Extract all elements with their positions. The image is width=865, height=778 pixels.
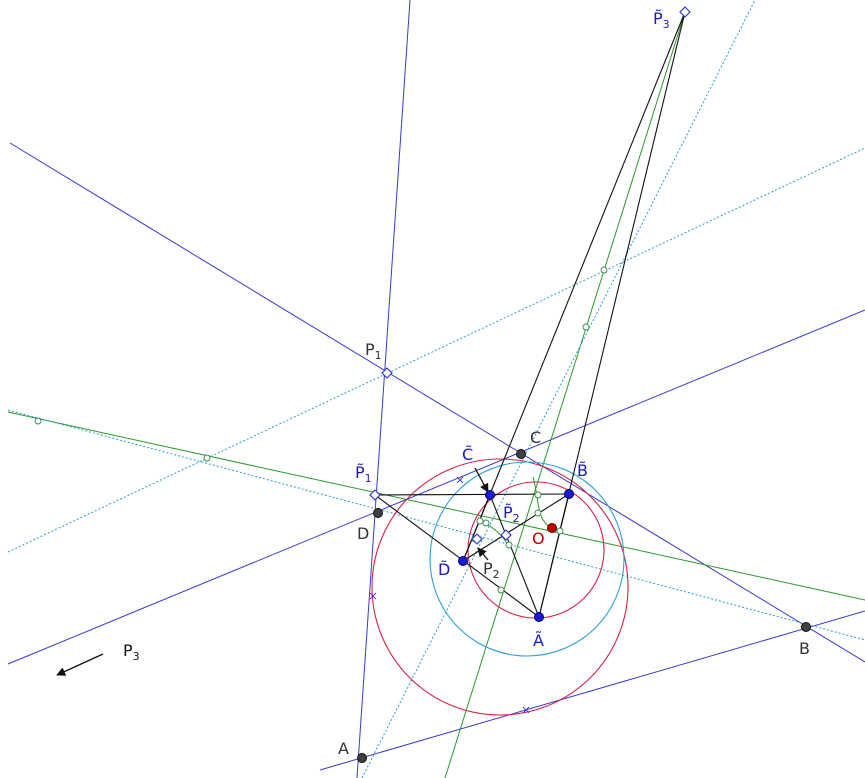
label-Pt2: P̃2 (503, 503, 520, 525)
marker-circle (556, 527, 564, 535)
cyan-circle (429, 461, 625, 657)
label-At: Ã (533, 631, 544, 650)
marker-circle (476, 517, 484, 525)
label-Pt2-letter: P̃ (503, 503, 513, 522)
marker-circle (600, 266, 608, 274)
label-Pt1: P̃1 (355, 463, 372, 485)
label-P3-letter: P (123, 641, 133, 660)
line-CB (9, 142, 865, 663)
label-Pt3-letter: P̃ (653, 9, 663, 28)
label-D: D (357, 524, 369, 543)
edge-Ct-Dt (462, 494, 491, 562)
point-C (516, 449, 526, 459)
edge-Bt-At (538, 493, 570, 618)
point-A (357, 753, 367, 763)
point-D (373, 508, 383, 518)
red-circle-small (467, 481, 605, 619)
point-P1 (381, 367, 393, 379)
edge-Ct-At (489, 494, 540, 618)
label-O: O (532, 529, 545, 548)
arrows (56, 467, 489, 676)
point-Pt3 (679, 6, 691, 18)
arrow-to-Ct (474, 467, 489, 493)
point-B (801, 622, 811, 632)
marker-circle (203, 454, 211, 462)
marker-circle (34, 417, 42, 425)
marker-circle (497, 586, 505, 594)
label-P1-letter: P (365, 340, 375, 359)
label-B: B (799, 639, 810, 658)
label-Dt: D̃ (438, 560, 450, 579)
label-Pt3-sub: 3 (663, 18, 670, 31)
green-line-1 (7, 411, 865, 601)
point-O (547, 523, 557, 533)
point-Dt (458, 556, 468, 566)
marker-circle (582, 323, 590, 331)
dotted-line-1 (7, 147, 865, 553)
green-lines (7, 11, 865, 778)
label-A: A (338, 739, 349, 758)
label-C: C (530, 428, 541, 447)
line-DC (7, 309, 865, 665)
marker-circle (534, 509, 542, 517)
cross-marker (369, 476, 530, 714)
green-line-2 (444, 11, 686, 778)
label-P2-sub: 2 (493, 568, 500, 581)
point-P2 (471, 533, 483, 545)
label-Bt: B̃ (577, 461, 588, 480)
point-Bt (564, 489, 574, 499)
red-circle-large (371, 458, 629, 716)
small-markers (34, 266, 608, 714)
label-Pt1-sub: 1 (365, 472, 372, 485)
dotted-line-3 (361, 0, 756, 778)
label-P2-letter: P (483, 559, 493, 578)
diamond-points (369, 6, 691, 545)
marker-circle (505, 541, 513, 549)
green-curves (477, 476, 561, 546)
marker-circle (482, 519, 490, 527)
label-Pt1-letter: P̃ (355, 463, 365, 482)
label-P2: P2 (483, 559, 500, 581)
arrow-to-P2 (477, 547, 489, 561)
label-Pt3: P̃3 (653, 9, 670, 31)
arrow-to-P3 (56, 653, 104, 676)
dotted-lines (7, 0, 865, 778)
label-P3-sub: 3 (133, 650, 140, 663)
line-AB (319, 610, 865, 771)
point-Pt2 (500, 529, 512, 541)
label-P1: P1 (365, 340, 382, 362)
blue-lines (7, 0, 865, 778)
label-Pt2-sub: 2 (513, 512, 520, 525)
marker-circle (534, 491, 542, 499)
main-points (357, 449, 811, 763)
edge-Pt1-At (374, 494, 540, 618)
point-Ct (485, 490, 495, 500)
label-P3: P3 (123, 641, 140, 663)
point-At (534, 612, 544, 622)
edge-Pt3-Dt (462, 11, 686, 562)
label-Ct: C̃ (462, 445, 473, 464)
point-Pt1 (369, 489, 381, 501)
label-P1-sub: 1 (375, 349, 382, 362)
line-AD (356, 0, 411, 778)
labels: A B C D O Ã B̃ C̃ D̃ P1 P2 P3 P̃1 P̃2 P̃… (123, 9, 810, 758)
